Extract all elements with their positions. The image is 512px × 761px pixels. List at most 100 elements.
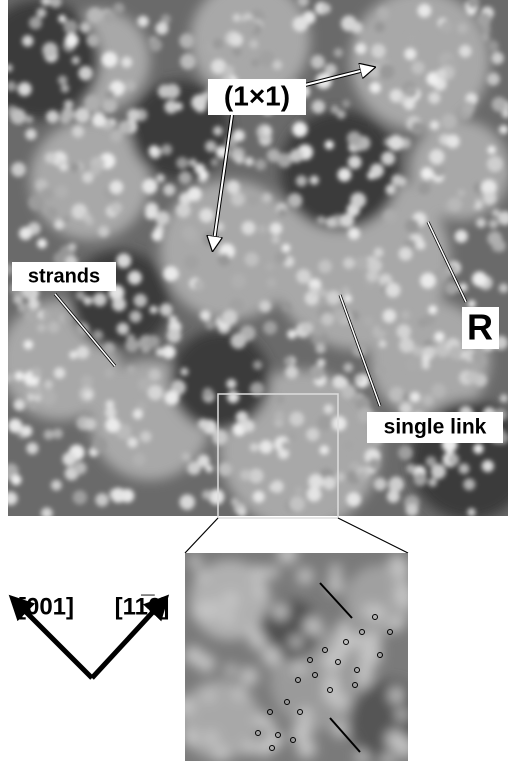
adatom <box>423 395 434 406</box>
adatom <box>223 65 234 76</box>
adatom <box>58 75 67 84</box>
adatom <box>421 355 430 364</box>
adatom <box>231 274 246 289</box>
adatom <box>163 266 178 281</box>
zoom-adatom <box>200 601 219 620</box>
adatom <box>296 175 307 186</box>
adatom <box>476 218 486 228</box>
adatom <box>133 453 146 466</box>
adatom <box>347 131 361 145</box>
adatom <box>92 113 106 127</box>
zoom-adatom <box>329 580 342 593</box>
adatom <box>282 302 291 311</box>
adatom <box>282 244 291 253</box>
adatom <box>25 116 33 124</box>
adatom <box>428 92 440 104</box>
inset-connector <box>338 518 408 553</box>
adatom <box>42 42 57 57</box>
adatom <box>199 170 209 180</box>
adatom <box>457 189 465 197</box>
adatom <box>250 443 259 452</box>
adatom <box>242 420 254 432</box>
adatom <box>374 248 384 258</box>
adatom <box>364 316 374 326</box>
adatom <box>15 371 24 380</box>
adatom <box>232 47 241 56</box>
adatom <box>459 45 472 58</box>
zoom-adatom <box>189 555 202 568</box>
adatom <box>148 369 160 381</box>
zoom-adatom <box>242 741 256 755</box>
adatom <box>105 90 115 100</box>
direction-label: [001] <box>18 593 74 620</box>
adatom <box>200 310 211 321</box>
adatom <box>161 144 172 155</box>
adatom <box>405 219 419 233</box>
zoom-image <box>176 545 430 761</box>
zoom-adatom <box>394 590 412 608</box>
adatom <box>411 61 424 74</box>
adatom <box>222 310 238 326</box>
adatom <box>182 452 191 461</box>
adatom <box>483 191 496 204</box>
adatom <box>381 151 395 165</box>
adatom <box>116 253 131 268</box>
adatom <box>332 416 347 431</box>
adatom <box>259 51 275 67</box>
adatom <box>112 297 126 311</box>
adatom <box>489 219 499 229</box>
adatom <box>125 80 136 91</box>
adatom <box>87 34 100 47</box>
adatom <box>446 134 460 148</box>
adatom <box>275 394 285 404</box>
adatom <box>312 100 326 114</box>
adatom <box>48 321 60 333</box>
adatom <box>487 231 502 246</box>
adatom <box>492 97 507 112</box>
adatom <box>160 303 173 316</box>
adatom <box>213 126 223 136</box>
adatom <box>102 52 118 68</box>
adatom <box>457 23 468 34</box>
adatom <box>344 295 352 303</box>
adatom <box>105 400 114 409</box>
adatom <box>218 462 232 476</box>
adatom <box>125 339 139 353</box>
adatom <box>343 257 355 269</box>
adatom <box>441 114 456 129</box>
adatom <box>78 66 92 80</box>
zoom-adatom <box>363 604 376 617</box>
adatom <box>388 477 404 493</box>
adatom <box>315 343 325 353</box>
adatom <box>158 84 172 98</box>
adatom <box>149 38 162 51</box>
adatom <box>262 126 272 136</box>
inset-connector <box>185 518 218 553</box>
adatom <box>37 239 47 249</box>
adatom <box>211 158 219 166</box>
adatom <box>379 340 387 348</box>
adatom <box>292 122 307 137</box>
adatom <box>357 472 366 481</box>
adatom <box>110 130 122 142</box>
adatom <box>396 324 411 339</box>
zoom-adatom <box>213 746 229 761</box>
adatom <box>492 209 500 217</box>
adatom <box>342 287 351 296</box>
adatom <box>310 176 319 185</box>
adatom <box>271 480 284 493</box>
adatom <box>370 82 381 93</box>
adatom <box>371 44 385 58</box>
adatom <box>242 221 256 235</box>
adatom <box>274 411 284 421</box>
adatom <box>449 346 463 360</box>
adatom <box>258 225 267 234</box>
zoom-adatom <box>394 737 414 757</box>
adatom <box>487 156 503 172</box>
adatom <box>445 283 456 294</box>
adatom <box>342 100 350 108</box>
adatom <box>259 440 273 454</box>
figure: (1×1) strands R single link [001] [11̅0] <box>0 0 512 761</box>
adatom <box>240 470 251 481</box>
adatom <box>198 419 209 430</box>
